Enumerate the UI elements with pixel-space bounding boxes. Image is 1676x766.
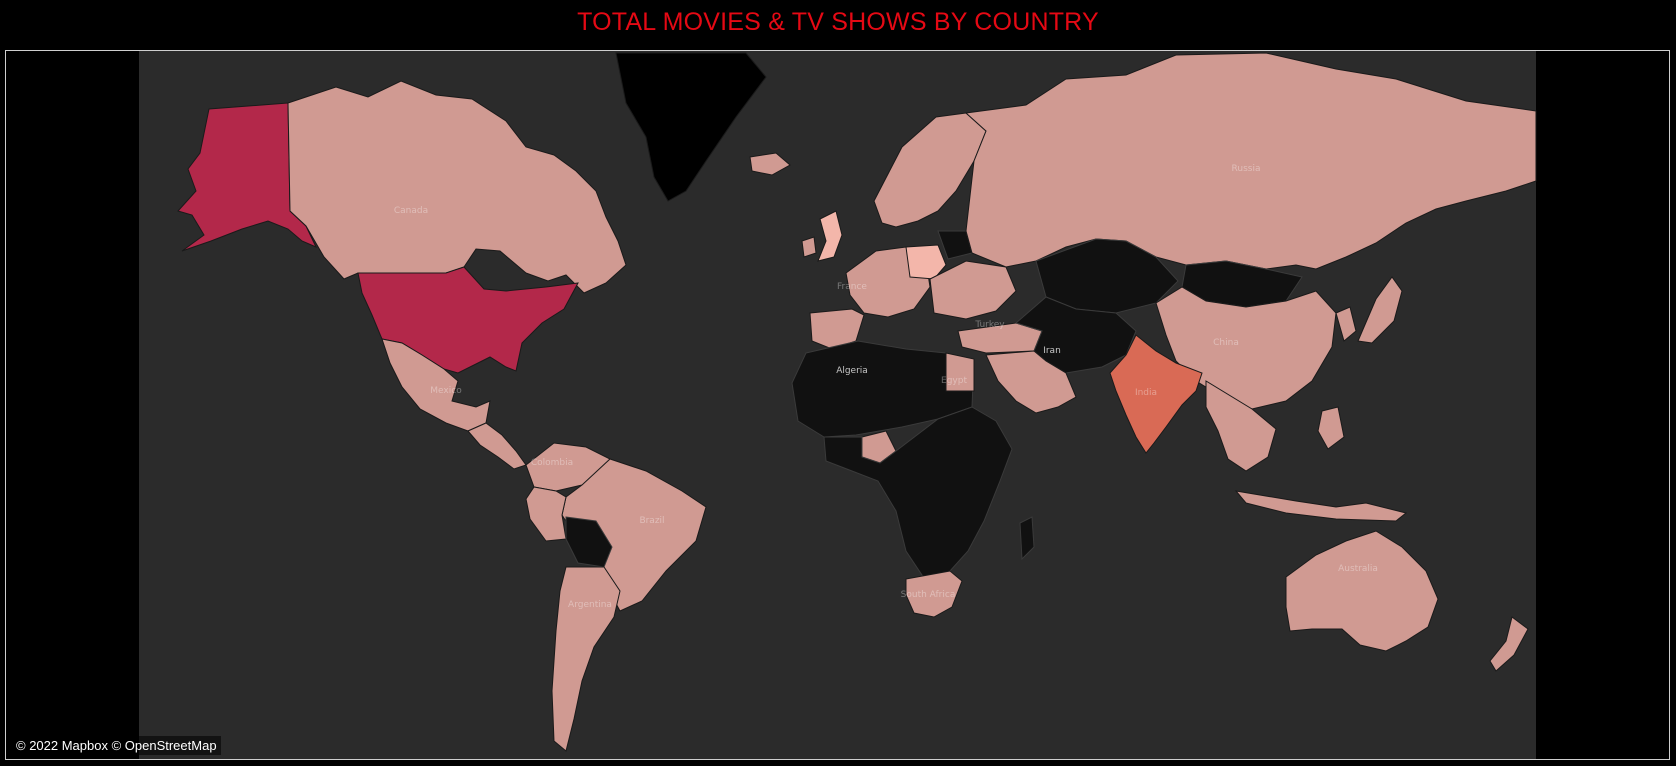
country-south-africa[interactable]: [905, 570, 963, 618]
country-argentina-chile[interactable]: [551, 566, 621, 752]
country-greenland[interactable]: [615, 52, 767, 202]
country-korea[interactable]: [1335, 306, 1357, 342]
country-indonesia-philippines[interactable]: [1234, 490, 1408, 522]
country-uk[interactable]: [817, 210, 843, 262]
country-iceland[interactable]: [749, 152, 791, 176]
country-ireland[interactable]: [801, 236, 817, 258]
country-scandinavia[interactable]: [873, 112, 987, 228]
label-brazil: Brazil: [639, 516, 664, 526]
country-poland[interactable]: [905, 244, 947, 280]
country-japan[interactable]: [1357, 276, 1403, 344]
country-central-africa[interactable]: [823, 406, 1013, 582]
label-argentina: Argentina: [568, 600, 612, 610]
label-russia: Russia: [1232, 164, 1261, 174]
label-south-africa: South Africa: [901, 590, 956, 600]
country-canada[interactable]: [287, 80, 627, 294]
label-france: France: [837, 282, 867, 292]
label-colombia: Colombia: [531, 458, 573, 468]
map-title: TOTAL MOVIES & TV SHOWS BY COUNTRY: [577, 8, 1099, 36]
country-india[interactable]: [1109, 334, 1203, 454]
label-australia: Australia: [1338, 564, 1378, 574]
label-turkey: Turkey: [974, 320, 1005, 330]
country-australia[interactable]: [1285, 530, 1439, 652]
country-new-zealand[interactable]: [1489, 616, 1529, 672]
world-map-svg[interactable]: Russia Canada China Iran Algeria India B…: [6, 51, 1669, 759]
label-algeria: Algeria: [836, 366, 868, 376]
country-russia[interactable]: [964, 52, 1537, 270]
country-mexico[interactable]: [381, 338, 491, 432]
label-mexico: Mexico: [430, 386, 462, 396]
country-saudi-arabia[interactable]: [985, 350, 1077, 414]
country-southeast-asia[interactable]: [1205, 380, 1277, 472]
label-india: India: [1135, 388, 1157, 398]
label-canada: Canada: [394, 206, 428, 216]
country-madagascar[interactable]: [1019, 516, 1035, 561]
country-philippines[interactable]: [1317, 406, 1345, 450]
label-iran: Iran: [1043, 346, 1061, 356]
country-egypt[interactable]: [945, 352, 975, 392]
choropleth-map[interactable]: Russia Canada China Iran Algeria India B…: [5, 50, 1670, 760]
country-iran-middle-east[interactable]: [1014, 296, 1137, 374]
map-attribution[interactable]: © 2022 Mapbox © OpenStreetMap: [12, 736, 221, 755]
label-egypt: Egypt: [941, 376, 967, 386]
country-eastern-europe[interactable]: [929, 260, 1017, 320]
label-china: China: [1213, 338, 1239, 348]
